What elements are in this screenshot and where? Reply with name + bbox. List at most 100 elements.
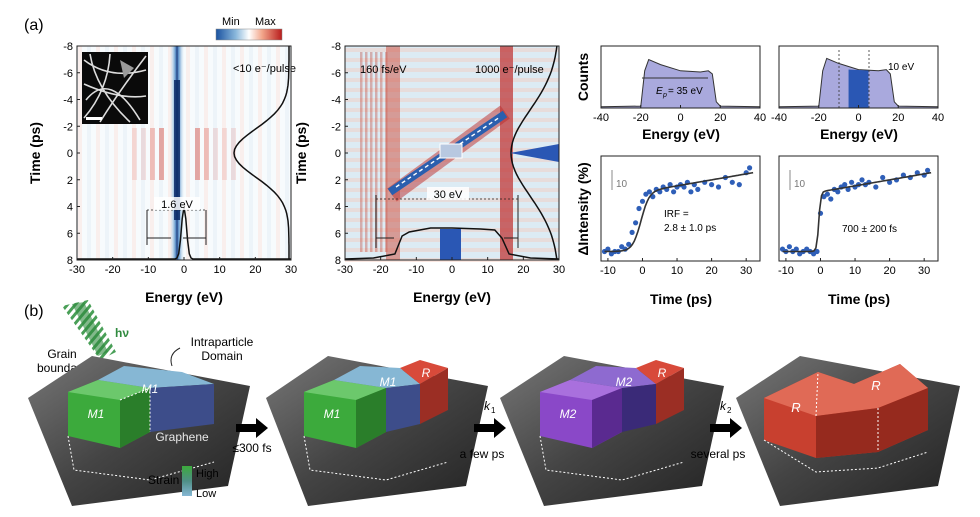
- spectrum-left-ylabel: Counts: [575, 53, 591, 101]
- heatmap-2-xtick-label: 0: [449, 264, 455, 276]
- heatmap-2-ytick-label: -8: [331, 41, 341, 53]
- heatmap-1-ytick-label: 8: [67, 255, 73, 267]
- kinetics-left-point: [646, 189, 653, 195]
- heatmap-1-ytick-label: 4: [67, 202, 73, 214]
- heatmap-2-ytick-label: 0: [335, 148, 341, 160]
- kinetics-left: 10 IRF = 2.8 ± 1.0 ps -10 0 10 20 30 Time (p…: [575, 155, 761, 307]
- heatmap-2-xtick-label: 30: [553, 264, 565, 276]
- step2-k-sub: 1: [491, 406, 496, 415]
- spectrum-right-xtick-label: 40: [932, 112, 944, 124]
- heatmap-2-xlabel: Energy (eV): [413, 289, 491, 305]
- kinetics-left-scale-label: 10: [616, 179, 628, 190]
- step2-label: a few ps: [460, 447, 505, 461]
- heatmap-2-annotation-left: 160 fs/eV: [360, 64, 407, 76]
- process-arrow-3[interactable]: [710, 418, 742, 438]
- spectrum-left-xtick-label: -20: [633, 112, 649, 124]
- kinetics-right-point: [900, 172, 907, 178]
- stage-4: R R: [736, 356, 960, 506]
- kinetics-right-point: [828, 196, 834, 202]
- analysis-window: [439, 143, 463, 159]
- stage2-domain-m1-right: M1: [380, 375, 397, 389]
- heatmap-2: 30 eV 160 fs/eV 1000 e⁻/pulse -30 -20 -10 0…: [293, 41, 565, 305]
- panel-a-label: (a): [24, 17, 44, 34]
- heatmap-1-xtick-label: 30: [285, 264, 297, 276]
- kinetics-left-point: [681, 184, 687, 190]
- stage4-domain-r-right: R: [871, 378, 880, 393]
- kinetics-right-xtick-label: 30: [918, 265, 930, 277]
- heatmap-2-xtick-label: 10: [482, 264, 494, 276]
- heatmap-1-ytick-label: -8: [63, 41, 73, 53]
- kinetics-right-point: [793, 246, 799, 252]
- colorbar-min-label: Min: [222, 16, 240, 28]
- kinetics-left-point: [629, 229, 635, 235]
- spectrum-left-ep-value: = 35 eV: [668, 86, 703, 97]
- kinetics-left-xtick-label: 0: [639, 265, 645, 277]
- kinetics-right-point: [824, 191, 831, 197]
- kinetics-right-point: [873, 184, 879, 190]
- strain-colorbar: [182, 466, 192, 496]
- heatmap-1-ytick-label: 0: [67, 148, 73, 160]
- heatmap-2-ytick-label: 8: [335, 255, 341, 267]
- spectrum-left-xtick-label: 40: [754, 112, 766, 124]
- kinetics-right-xtick-label: -10: [778, 265, 794, 277]
- heatmap-1: 1.6 eV <10 e⁻/pulse -30 -20 -10 0 10 20 30-8-6…: [27, 41, 297, 305]
- heatmap-1-xtick-label: -10: [140, 264, 156, 276]
- heatmap-2-annotation-right: 1000 e⁻/pulse: [475, 64, 544, 76]
- spectrum-right-xlabel: Energy (eV): [820, 126, 898, 142]
- intraparticle-label-2: Domain: [201, 349, 242, 363]
- kinetics-left-point: [639, 198, 646, 204]
- intraparticle-pointer: [170, 347, 181, 367]
- kinetics-left-irf-value: 2.8 ± 1.0 ps: [664, 223, 716, 234]
- kinetics-right-xtick-label: 0: [817, 265, 823, 277]
- process-arrow-2[interactable]: [474, 418, 506, 438]
- kinetics-right-point: [786, 244, 793, 250]
- heatmap-2-ytick-label: -4: [331, 95, 341, 107]
- spectrum-right-highlight: [848, 69, 869, 108]
- kinetics-left-xtick-label: 30: [740, 265, 752, 277]
- strain-low-label: Low: [196, 488, 216, 500]
- kinetics-left-point: [715, 184, 722, 190]
- spectrum-right-xtick-label: 0: [855, 112, 861, 124]
- spectrum-left-ep-sub: p: [662, 92, 667, 99]
- kinetics-right-fit: [782, 171, 932, 253]
- stage2-domain-r: R: [422, 366, 431, 380]
- stage3-domain-r: R: [658, 366, 667, 380]
- sem-inset: [82, 52, 148, 124]
- kinetics-left-point: [671, 189, 677, 195]
- colorbar: [215, 28, 283, 41]
- kinetics-left-xtick-label: 20: [705, 265, 717, 277]
- kinetics-left-xtick-label: 10: [671, 265, 683, 277]
- stage4-domain-r-left: R: [791, 400, 800, 415]
- kinetics-right-point: [842, 182, 848, 188]
- heatmap-1-width-label: 1.6 eV: [161, 199, 193, 211]
- heatmap-1-time-trace: [233, 46, 290, 260]
- zero-loss-core: [174, 80, 180, 220]
- heatmap-1-ytick-label: 2: [67, 175, 73, 187]
- strain-label: Strain: [148, 473, 179, 487]
- process-arrow-1[interactable]: [236, 418, 268, 438]
- kinetics-left-point: [633, 220, 639, 226]
- heatmap-2-ytick-label: -2: [331, 121, 341, 133]
- heatmap-2-xtick-label: -30: [337, 264, 353, 276]
- kinetics-right-point: [880, 174, 886, 181]
- stage-1: M1 M1 Graphene Strain High Low: [28, 356, 250, 506]
- kinetics-right-frame: [778, 155, 939, 262]
- kinetics-right: 10 700 ± 200 fs -10 0 10 20 30 Time (ps): [778, 155, 939, 307]
- heatmap-1-ytick-label: -2: [63, 121, 73, 133]
- panel-b-label: (b): [24, 303, 44, 320]
- spectrum-left-xtick-label: 0: [677, 112, 683, 124]
- kinetics-left-point: [729, 179, 735, 185]
- step3-k: k: [720, 399, 727, 413]
- kinetics-left-point: [605, 246, 611, 252]
- heatmap-2-energy-fill: [440, 229, 461, 260]
- stage3-domain-m2-left: M2: [560, 407, 577, 421]
- heatmap-2-right-band: [500, 46, 513, 260]
- heatmap-1-xtick-label: -30: [69, 264, 85, 276]
- heatmap-1-xtick-label: 0: [181, 264, 187, 276]
- heatmap-2-left-band: [386, 46, 400, 260]
- heatmap-2-xtick-label: 20: [517, 264, 529, 276]
- kinetics-right-point: [835, 189, 841, 195]
- kinetics-right-point: [845, 186, 851, 192]
- stage1-domain-m1-right: M1: [142, 382, 159, 396]
- heatmap-1-annotation: <10 e⁻/pulse: [233, 63, 296, 75]
